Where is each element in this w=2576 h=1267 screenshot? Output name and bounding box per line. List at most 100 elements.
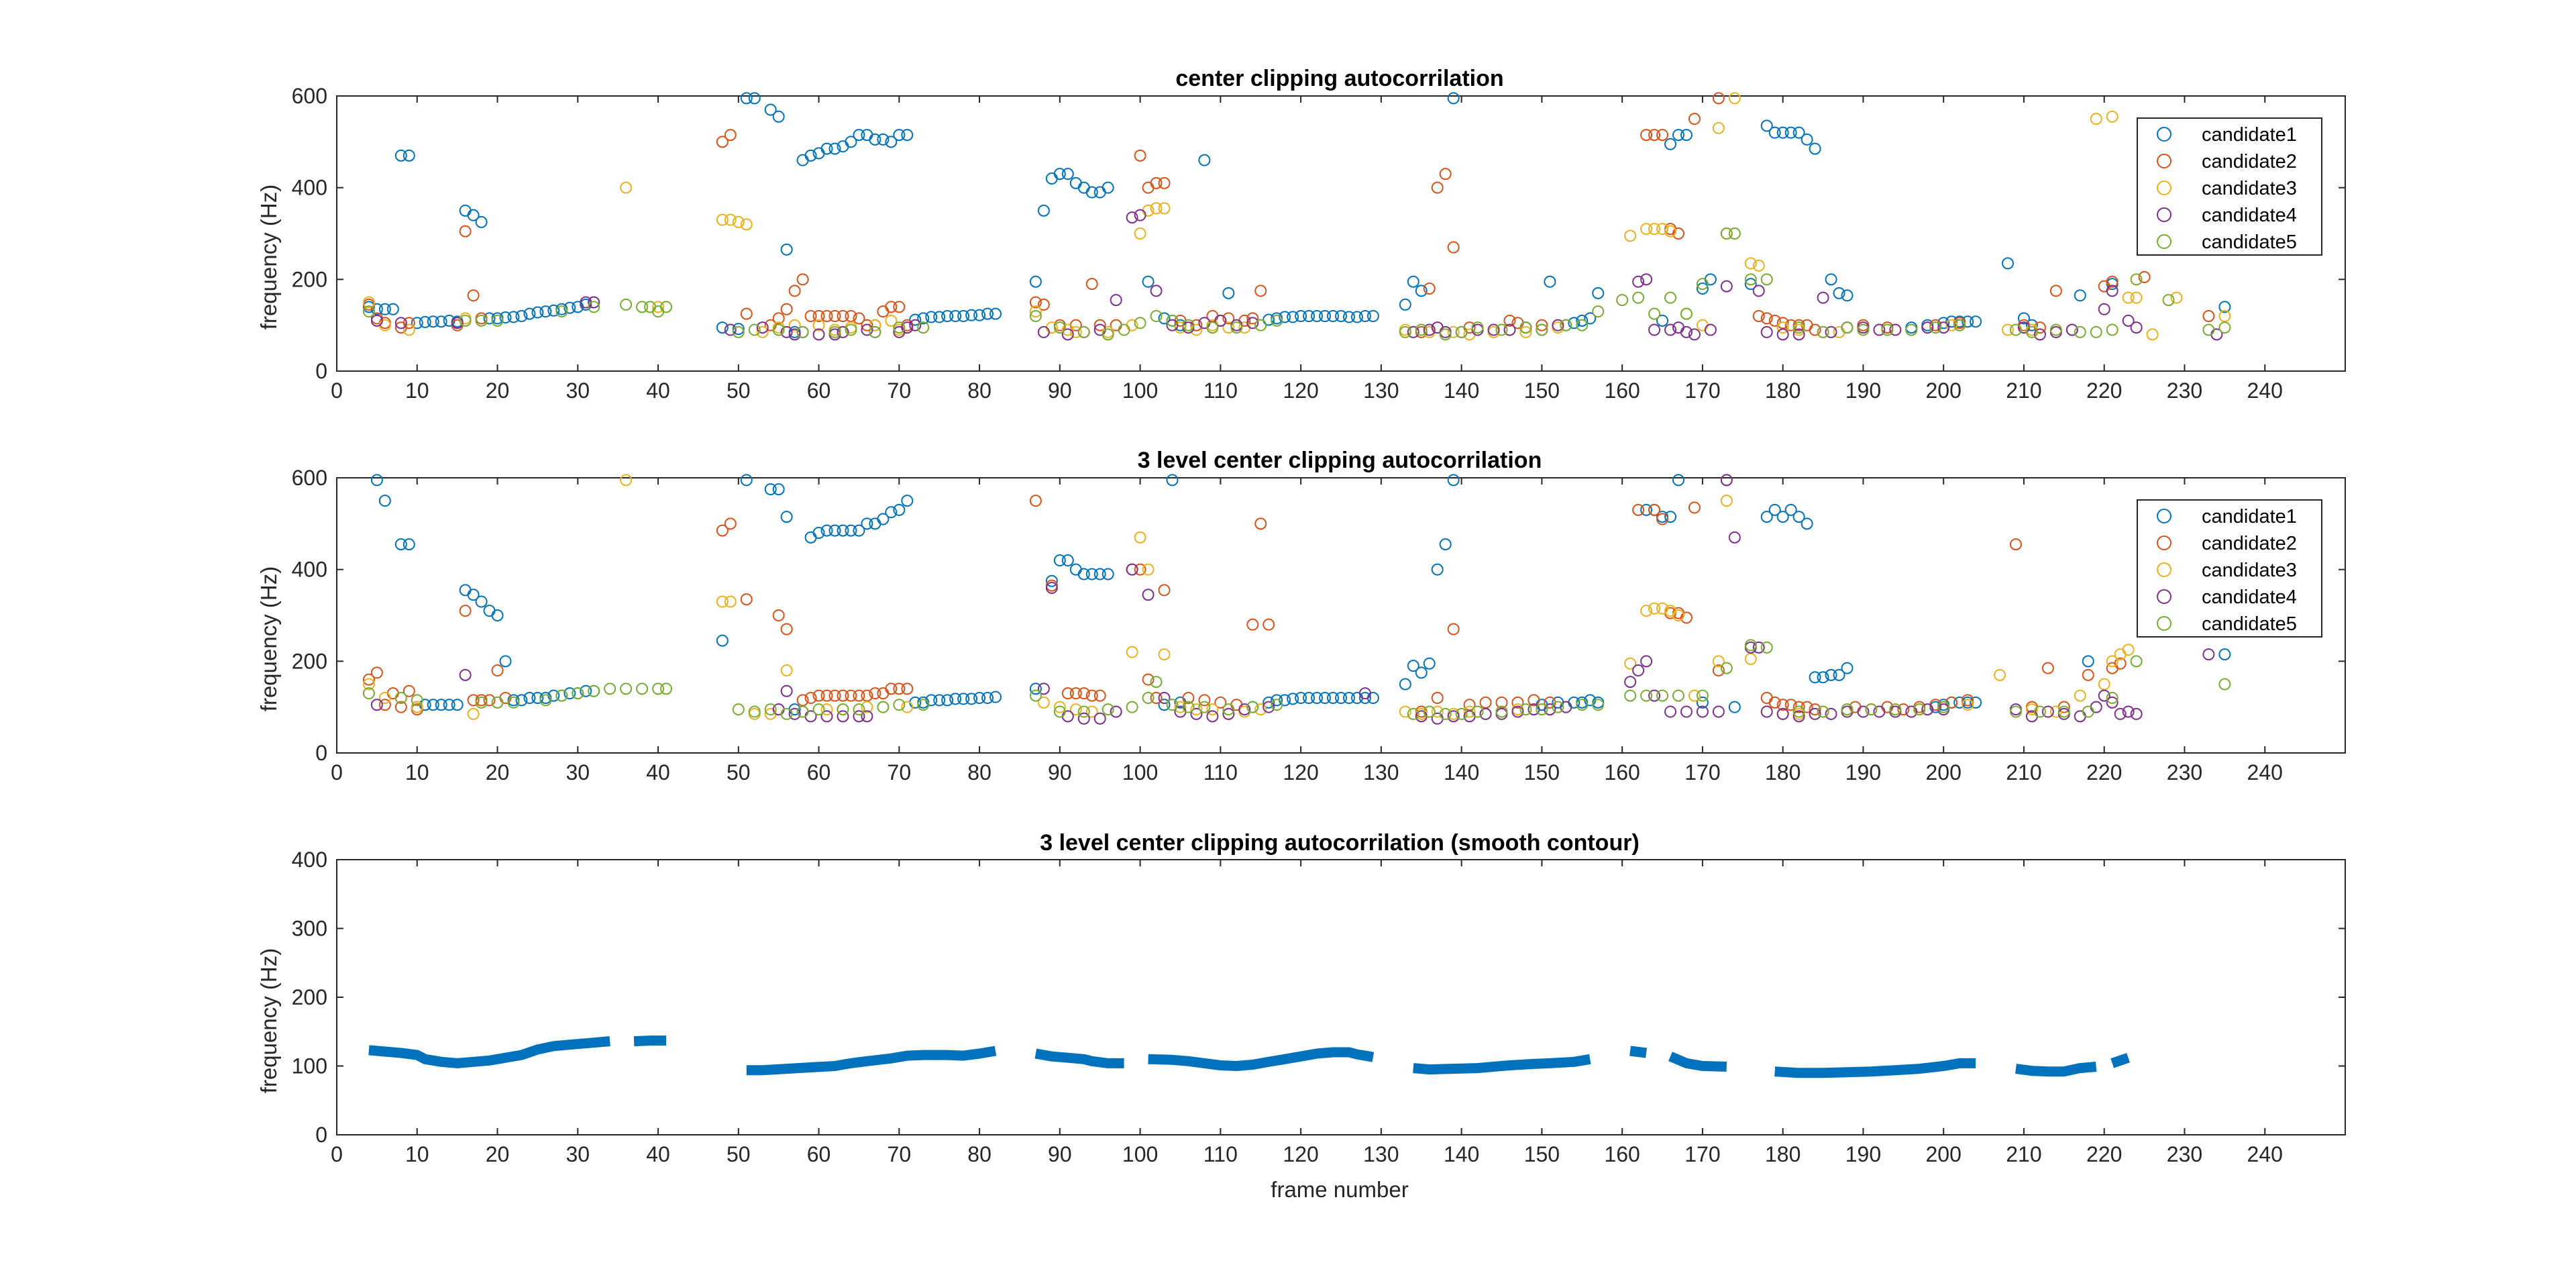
data-point-candidate5 bbox=[1182, 701, 1195, 713]
x-tick-label: 200 bbox=[1926, 760, 1962, 784]
data-point-candidate3 bbox=[901, 701, 914, 713]
data-point-candidate5 bbox=[1817, 325, 1829, 338]
data-point-candidate5 bbox=[1624, 689, 1637, 702]
legend-label-candidate5: candidate5 bbox=[2202, 613, 2297, 635]
subplot-2-title: 3 level center clipping autocorrilation bbox=[1138, 448, 1542, 473]
data-point-candidate1 bbox=[1053, 168, 1066, 181]
data-point-candidate1 bbox=[1768, 503, 1781, 516]
data-point-candidate3 bbox=[812, 319, 825, 332]
data-point-candidate4 bbox=[1632, 275, 1645, 288]
data-point-candidate2 bbox=[820, 689, 833, 702]
data-point-candidate1 bbox=[1760, 119, 1773, 132]
data-point-candidate2 bbox=[716, 136, 729, 148]
data-point-candidate5 bbox=[491, 696, 504, 709]
data-point-candidate2 bbox=[2041, 662, 2054, 674]
data-point-candidate5 bbox=[1889, 703, 1902, 716]
data-point-candidate3 bbox=[861, 701, 873, 713]
data-point-candidate1 bbox=[523, 307, 536, 320]
data-point-candidate5 bbox=[1455, 707, 1468, 720]
data-point-candidate2 bbox=[804, 692, 817, 704]
data-point-candidate5 bbox=[1230, 321, 1243, 334]
data-point-candidate1 bbox=[877, 133, 890, 146]
data-point-candidate2 bbox=[828, 689, 841, 702]
data-point-candidate5 bbox=[2009, 323, 2022, 336]
data-point-candidate4 bbox=[2098, 303, 2110, 315]
data-point-candidate1 bbox=[507, 311, 520, 323]
y-tick-label: 200 bbox=[292, 985, 327, 1009]
data-point-candidate3 bbox=[732, 215, 745, 228]
subplot-1-ylabel: frequency (Hz) bbox=[256, 185, 281, 330]
data-point-candidate5 bbox=[2009, 705, 2022, 718]
x-tick-label: 220 bbox=[2086, 378, 2122, 403]
data-point-candidate1 bbox=[1407, 660, 1419, 672]
data-point-candidate1 bbox=[748, 92, 761, 105]
data-point-candidate4 bbox=[1110, 705, 1122, 718]
contour-segment bbox=[1148, 1047, 1375, 1071]
x-tick-label: 60 bbox=[807, 760, 831, 784]
contour-segment bbox=[746, 1046, 997, 1076]
data-point-candidate2 bbox=[885, 301, 898, 313]
data-point-candidate5 bbox=[636, 301, 649, 313]
x-tick-label: 120 bbox=[1283, 378, 1318, 403]
data-point-candidate5 bbox=[796, 705, 809, 718]
data-point-candidate2 bbox=[1648, 129, 1661, 142]
data-point-candidate5 bbox=[411, 694, 423, 707]
data-point-candidate1 bbox=[1303, 310, 1316, 322]
data-point-candidate5 bbox=[1792, 321, 1805, 334]
data-point-candidate2 bbox=[1784, 699, 1797, 711]
data-point-candidate4 bbox=[1921, 321, 1934, 334]
data-point-candidate2 bbox=[1640, 129, 1653, 142]
subplot-3-ylabel: frequency (Hz) bbox=[256, 948, 281, 1093]
data-point-candidate3 bbox=[885, 314, 898, 327]
data-point-candidate5 bbox=[1439, 707, 1452, 720]
data-point-candidate4 bbox=[370, 314, 383, 327]
data-point-candidate2 bbox=[780, 303, 793, 315]
data-point-candidate2 bbox=[772, 312, 785, 325]
data-point-candidate3 bbox=[1158, 202, 1171, 215]
data-point-candidate5 bbox=[1471, 705, 1484, 718]
x-tick-label: 110 bbox=[1203, 378, 1238, 403]
contour-segment bbox=[1668, 1052, 1727, 1072]
data-point-candidate4 bbox=[1704, 323, 1717, 336]
data-point-candidate4 bbox=[1632, 664, 1645, 676]
data-point-candidate2 bbox=[1712, 92, 1725, 105]
data-point-candidate5 bbox=[1102, 328, 1114, 341]
data-point-candidate1 bbox=[1680, 129, 1693, 142]
axes-box bbox=[336, 95, 2346, 372]
subplot-1-legend[interactable]: candidate1 candidate2 candidate3 candidate4… bbox=[2137, 117, 2322, 256]
data-point-candidate1 bbox=[1415, 666, 1428, 679]
subplot-3-contour bbox=[368, 1035, 2131, 1078]
data-point-candidate4 bbox=[1093, 712, 1106, 725]
data-point-candidate4 bbox=[1792, 710, 1805, 723]
x-tick-label: 150 bbox=[1524, 378, 1560, 403]
data-point-candidate2 bbox=[1246, 618, 1259, 631]
data-point-candidate4 bbox=[1552, 319, 1564, 332]
data-point-candidate4 bbox=[2202, 648, 2215, 661]
x-tick-label: 30 bbox=[566, 378, 590, 403]
data-point-candidate1 bbox=[1576, 314, 1589, 327]
data-point-candidate4 bbox=[756, 321, 769, 334]
data-point-candidate1 bbox=[1544, 275, 1556, 288]
data-point-candidate3 bbox=[2122, 644, 2135, 656]
data-point-candidate4 bbox=[1680, 705, 1693, 718]
x-tick-label: 220 bbox=[2086, 760, 2122, 784]
legend-label-candidate4: candidate4 bbox=[2202, 587, 2297, 608]
data-point-candidate5 bbox=[2130, 655, 2143, 668]
x-tick-label: 180 bbox=[1765, 378, 1801, 403]
data-point-candidate1 bbox=[853, 524, 865, 537]
data-point-candidate1 bbox=[394, 538, 407, 551]
y-tick-label: 100 bbox=[292, 1054, 327, 1078]
data-point-candidate4 bbox=[1142, 589, 1155, 601]
data-point-candidate2 bbox=[1150, 176, 1163, 189]
data-point-candidate1 bbox=[427, 699, 439, 711]
data-point-candidate4 bbox=[1407, 325, 1419, 338]
data-point-candidate5 bbox=[2033, 705, 2046, 718]
data-point-candidate5 bbox=[1150, 676, 1163, 689]
data-point-candidate5 bbox=[1648, 307, 1661, 320]
data-point-candidate1 bbox=[1271, 694, 1283, 707]
data-point-candidate5 bbox=[588, 685, 600, 697]
data-point-candidate5 bbox=[1077, 705, 1090, 718]
data-point-candidate5 bbox=[1198, 701, 1211, 713]
data-point-candidate1 bbox=[1053, 554, 1066, 566]
subplot-2-legend[interactable]: candidate1 candidate2 candidate3 candidate4… bbox=[2137, 499, 2322, 638]
